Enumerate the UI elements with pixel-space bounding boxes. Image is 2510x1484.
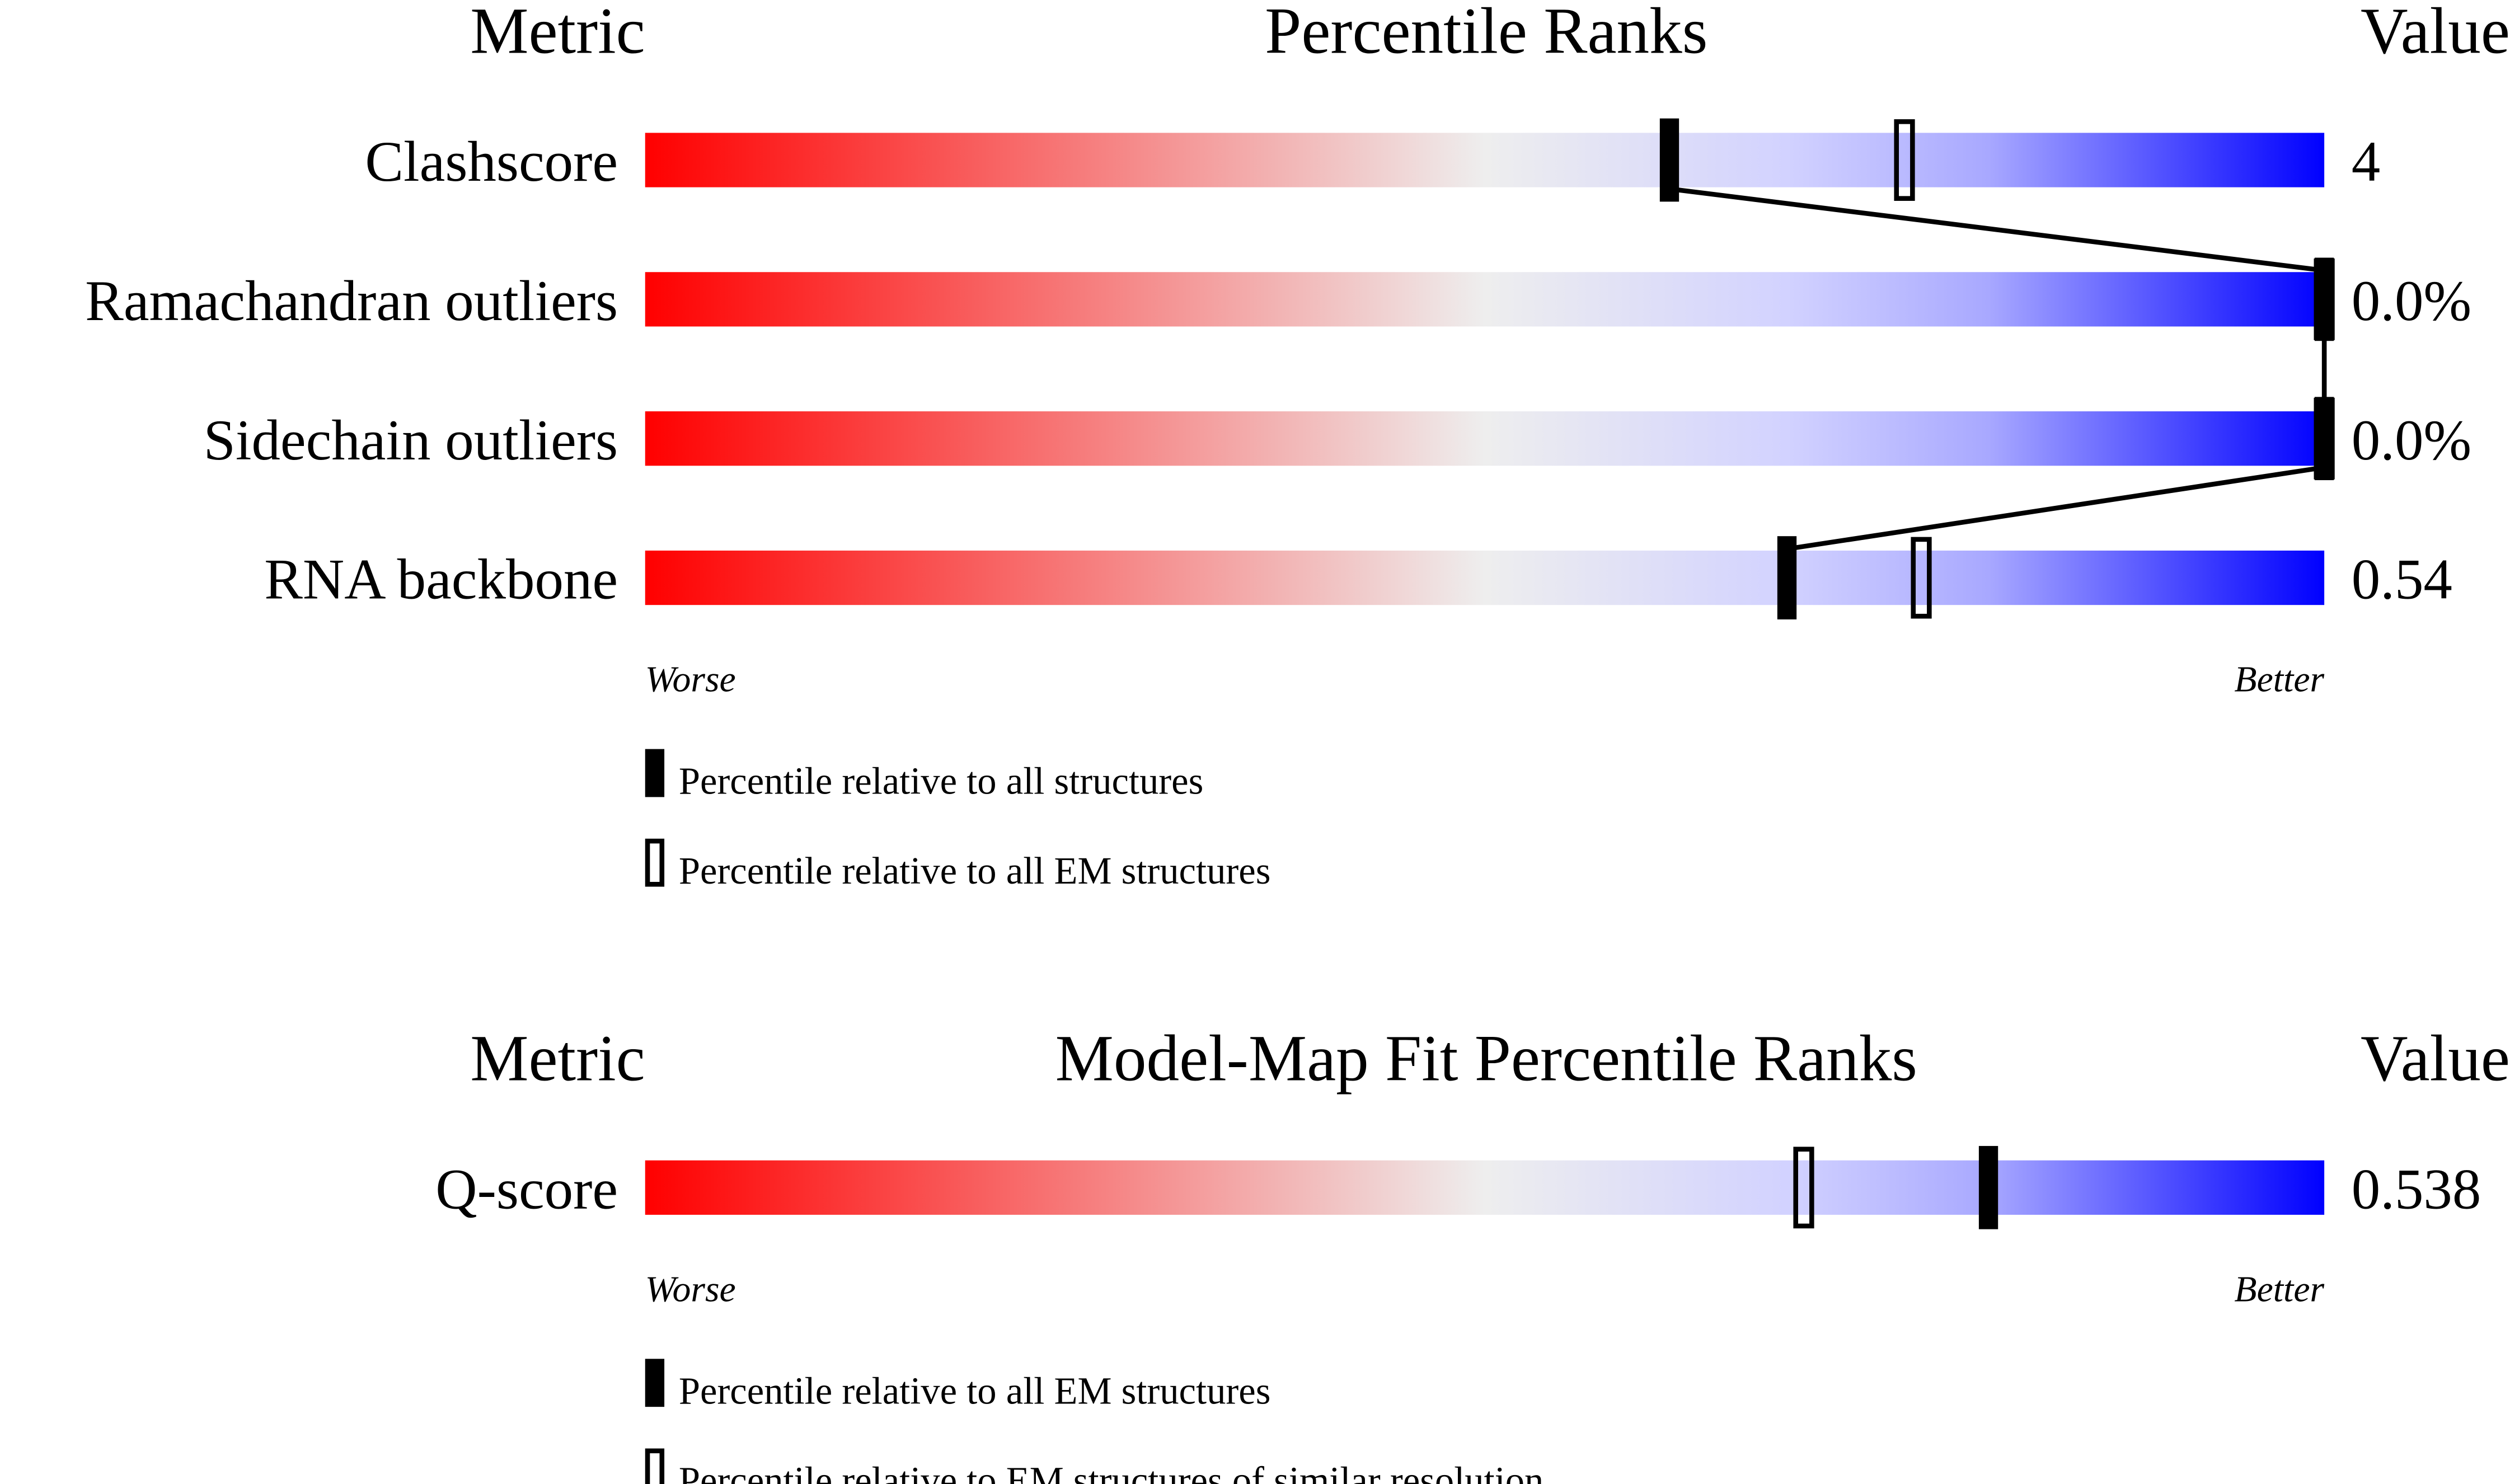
- metric-value: 0.538: [2352, 1157, 2481, 1221]
- legend-key-open: [645, 1448, 665, 1484]
- legend-label: Percentile relative to all EM structures: [679, 1369, 1271, 1412]
- metric-label: Clashscore: [365, 130, 618, 194]
- metric-value: 0.0%: [2352, 269, 2471, 333]
- connector: [1786, 464, 2325, 552]
- metric-value: 0.54: [2352, 548, 2452, 612]
- marker-filled: [1777, 536, 1797, 619]
- metric-label: Sidechain outliers: [204, 408, 618, 472]
- percentile-bar: [645, 272, 2325, 327]
- percentile-bar: [645, 133, 2325, 187]
- connector: [1669, 186, 2325, 273]
- worse-label: Worse: [645, 659, 736, 700]
- legend-key-filled: [645, 749, 665, 797]
- header-title: Model-Map Fit Percentile Ranks: [1055, 1023, 1917, 1095]
- worse-label: Worse: [645, 1269, 736, 1309]
- better-label: Better: [2234, 1269, 2324, 1309]
- metric-label: Ramachandran outliers: [85, 269, 618, 333]
- percentile-bar: [645, 1160, 2325, 1215]
- header-metric: Metric: [470, 0, 645, 67]
- metric-value: 0.0%: [2352, 408, 2471, 472]
- legend-label: Percentile relative to all EM structures: [679, 849, 1271, 892]
- metric-label: RNA backbone: [264, 548, 618, 612]
- marker-filled: [2314, 397, 2334, 481]
- header-value: Value: [2361, 0, 2510, 67]
- header-metric: Metric: [470, 1023, 645, 1095]
- metric-label: Q-score: [435, 1157, 618, 1221]
- legend-key-open: [645, 838, 665, 887]
- header-value: Value: [2361, 1023, 2510, 1095]
- header-title: Percentile Ranks: [1265, 0, 1707, 67]
- marker-filled: [2314, 257, 2334, 341]
- percentile-bar: [645, 550, 2325, 605]
- marker-filled: [1659, 118, 1679, 202]
- marker-open: [1793, 1147, 1814, 1229]
- better-label: Better: [2234, 659, 2324, 700]
- legend-label: Percentile relative to EM structures of …: [679, 1459, 1544, 1484]
- marker-filled: [1978, 1145, 1998, 1229]
- percentile-bar: [645, 411, 2325, 466]
- legend-key-filled: [645, 1359, 665, 1407]
- marker-open: [1894, 119, 1915, 201]
- metric-value: 4: [2352, 130, 2380, 194]
- legend-label: Percentile relative to all structures: [679, 760, 1204, 802]
- marker-open: [1911, 537, 1932, 619]
